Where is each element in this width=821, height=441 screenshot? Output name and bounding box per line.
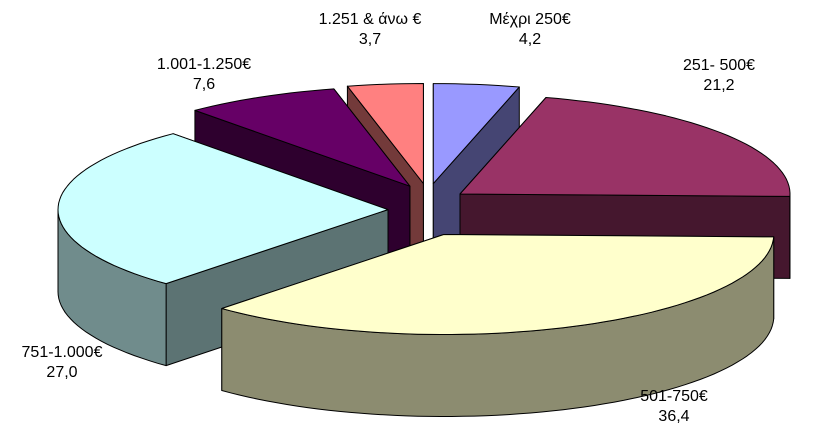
slice-name-2: 501-750€	[640, 388, 708, 405]
pie-slice-3	[57, 133, 389, 367]
pie-slice-2	[221, 234, 775, 417]
slice-label-4: 1.001-1.250€ 7,6	[157, 55, 251, 95]
slice-name-3: 751-1.000€	[21, 344, 103, 361]
slice-value-2: 36,4	[658, 408, 690, 425]
slice-top-2	[221, 234, 775, 335]
slice-value-3: 27,0	[46, 364, 78, 381]
slice-name-0: Μέχρι 250€	[489, 11, 571, 28]
slice-top-1	[459, 97, 791, 197]
slice-name-5: 1.251 & άνω €	[318, 11, 422, 28]
slice-label-1: 251- 500€ 21,2	[683, 56, 755, 96]
slice-label-2: 501-750€ 36,4	[640, 387, 708, 427]
slice-value-1: 21,2	[703, 77, 735, 94]
slice-value-5: 3,7	[358, 31, 382, 48]
slice-top-3	[57, 133, 389, 285]
slice-label-3: 751-1.000€ 27,0	[22, 343, 103, 383]
slice-value-4: 7,6	[192, 76, 216, 93]
slice-label-0: Μέχρι 250€ 4,2	[489, 10, 571, 50]
slice-top-0	[432, 83, 520, 185]
slice-label-5: 1.251 & άνω € 3,7	[319, 10, 422, 50]
slice-value-0: 4,2	[518, 31, 542, 48]
slice-top-4	[194, 88, 411, 187]
slice-top-5	[346, 83, 424, 184]
slice-name-4: 1.001-1.250€	[156, 56, 252, 73]
slice-name-1: 251- 500€	[682, 57, 756, 74]
